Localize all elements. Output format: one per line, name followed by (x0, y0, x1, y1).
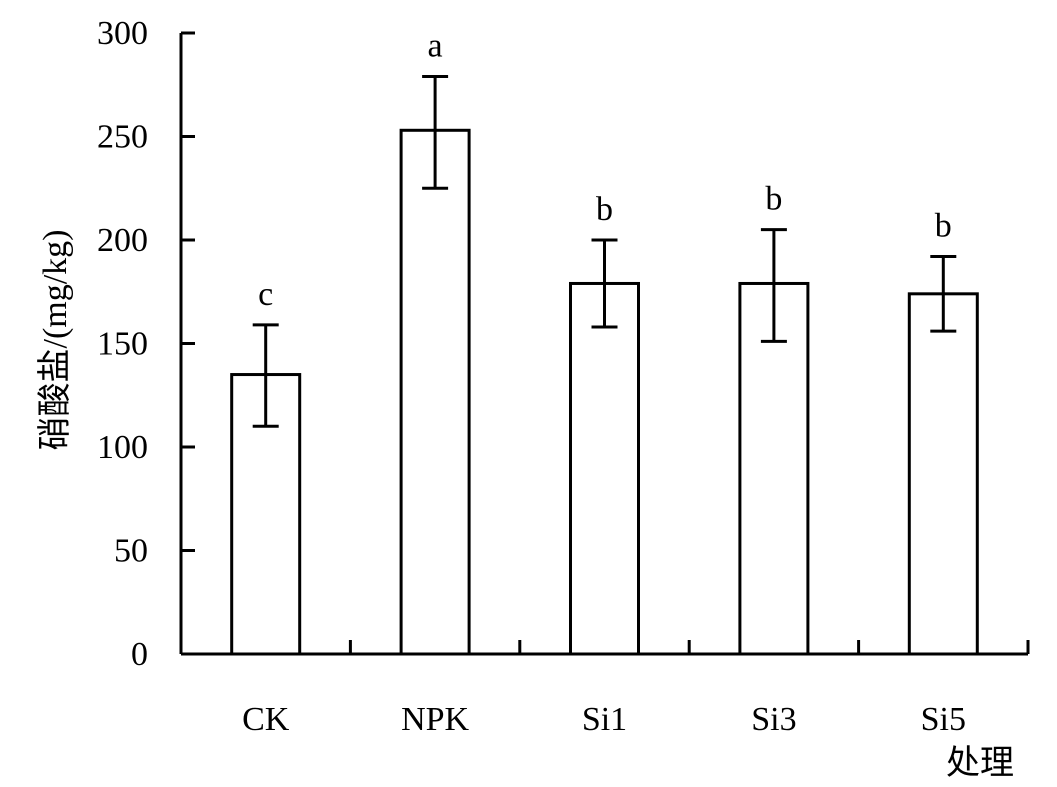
category-label: Si5 (921, 701, 966, 738)
bar (230, 373, 302, 656)
bar (399, 128, 471, 656)
category-label: CK (242, 701, 290, 738)
bars: c CK a NPK b Si1 b Si3 b Si5 (230, 27, 979, 738)
y-tick-label: 300 (97, 15, 148, 52)
significance-label: b (765, 181, 782, 218)
bar (738, 281, 810, 656)
y-tick-label: 200 (97, 222, 148, 259)
significance-label: b (596, 191, 613, 228)
bar (569, 281, 640, 656)
y-axis-title: 硝酸盐/(mg/kg) (36, 230, 74, 451)
y-tick-label: 100 (97, 429, 148, 466)
y-tick-label: 50 (114, 533, 148, 570)
significance-label: c (258, 276, 273, 313)
bar (907, 292, 979, 656)
category-label: Si3 (751, 701, 796, 738)
significance-label: a (428, 27, 443, 64)
x-axis-title: 处理 (946, 745, 1014, 782)
y-axis: 0 50 100 150 200 250 300 (97, 15, 195, 673)
y-tick-label: 0 (131, 636, 148, 673)
y-tick-label: 250 (97, 119, 148, 156)
category-label: NPK (401, 701, 469, 738)
significance-label: b (935, 208, 952, 245)
category-label: Si1 (582, 701, 627, 738)
y-tick-label: 150 (97, 326, 148, 363)
